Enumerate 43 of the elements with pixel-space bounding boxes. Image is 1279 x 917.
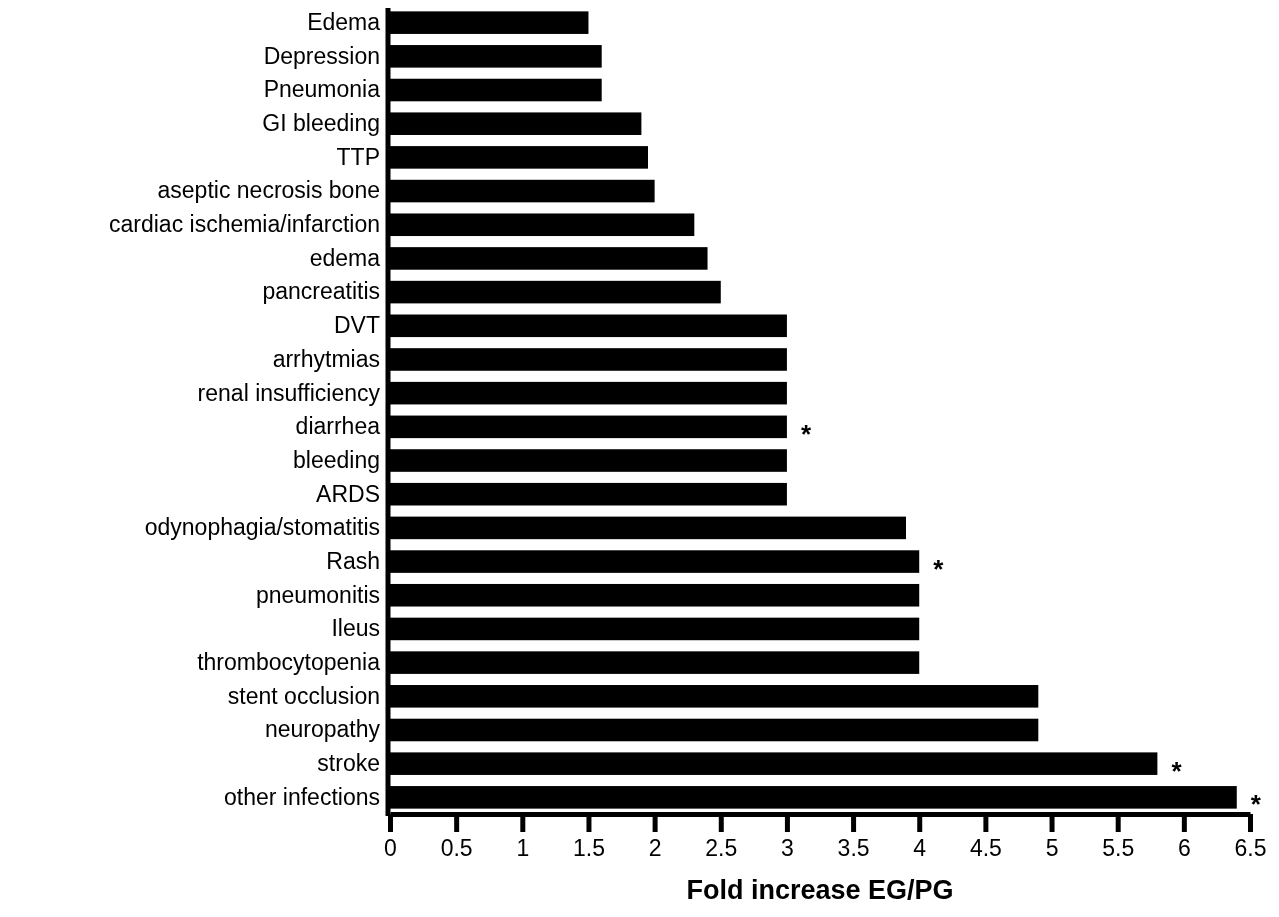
y-tick-label: other infections — [224, 783, 380, 810]
x-tick-label: 0 — [384, 835, 397, 862]
y-tick-label: Rash — [326, 547, 380, 574]
annotation: * — [1250, 789, 1262, 820]
x-tick-label: 6 — [1177, 835, 1191, 862]
y-tick-label: thrombocytopenia — [197, 648, 381, 675]
y-tick-label: pancreatitis — [262, 278, 380, 305]
y-tick-label: ARDS — [316, 480, 380, 507]
y-tick-label: aseptic necrosis bone — [157, 177, 380, 204]
y-tick-label: renal insufficiency — [197, 379, 381, 406]
x-tick-label: 0.5 — [440, 835, 473, 862]
x-tick-label: 3 — [781, 835, 794, 862]
x-tick-label: 2.5 — [705, 835, 738, 862]
y-tick-label: pneumonitis — [255, 581, 380, 608]
y-tick-label: Depression — [263, 42, 380, 69]
y-tick-label: DVT — [334, 312, 380, 339]
y-tick-label: stroke — [317, 750, 380, 777]
x-tick-label: 1 — [516, 835, 530, 862]
x-tick-label: 4 — [913, 835, 927, 862]
x-tick-label: 1.5 — [572, 835, 605, 862]
y-tick-label: Edema — [307, 9, 381, 36]
x-tick-label: 2 — [648, 835, 662, 862]
y-tick-label: diarrhea — [295, 413, 381, 440]
annotation: * — [933, 553, 945, 584]
y-tick-label: arrhytmias — [272, 345, 380, 372]
annotation: * — [1171, 755, 1183, 786]
y-tick-label: GI bleeding — [262, 110, 380, 137]
y-tick-label: cardiac ischemia/infarction — [108, 211, 380, 238]
x-tick-label: 6.5 — [1234, 835, 1267, 862]
x-axis-title: Fold increase EG/PG — [686, 875, 954, 905]
y-tick-label: TTP — [336, 143, 380, 170]
y-tick-label: bleeding — [293, 446, 380, 473]
x-tick-label: 5.5 — [1102, 835, 1135, 862]
y-tick-label: odynophagia/stomatitis — [144, 514, 380, 541]
y-tick-label: Pneumonia — [263, 76, 381, 103]
annotation: * — [800, 418, 812, 449]
x-tick-label: 5 — [1045, 835, 1059, 862]
y-tick-label: stent occlusion — [227, 682, 380, 709]
x-tick-label: 4.5 — [969, 835, 1002, 862]
y-tick-label: neuropathy — [264, 716, 381, 743]
x-tick-label: 3.5 — [837, 835, 870, 862]
y-tick-label: edema — [309, 244, 381, 271]
y-tick-label: Ileus — [331, 615, 380, 642]
